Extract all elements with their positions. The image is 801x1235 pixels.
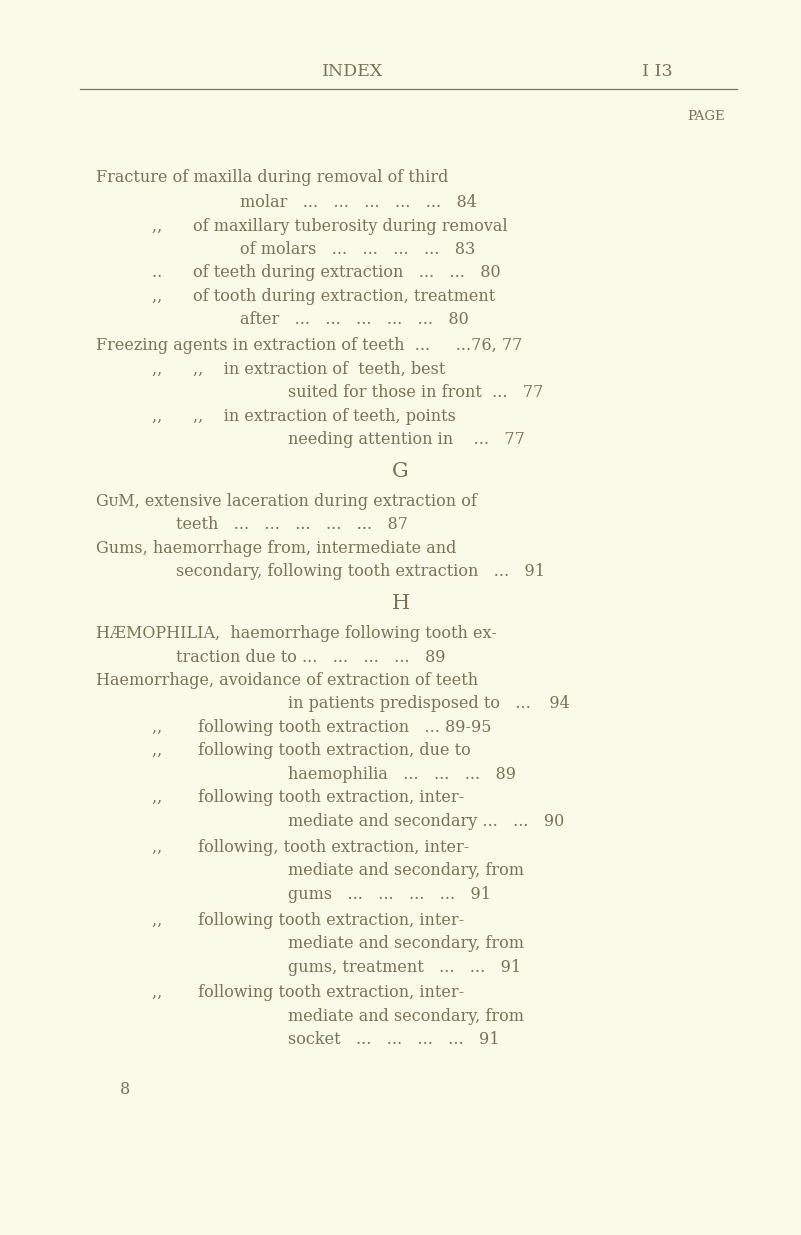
- Text: after   ...   ...   ...   ...   ...   80: after ... ... ... ... ... 80: [240, 311, 469, 329]
- Text: in patients predisposed to   ...    94: in patients predisposed to ... 94: [288, 695, 570, 713]
- Text: PAGE: PAGE: [687, 110, 725, 122]
- Text: HÆMOPHILIA,  haemorrhage following tooth ex-: HÆMOPHILIA, haemorrhage following tooth …: [96, 625, 497, 642]
- Text: ,,       following tooth extraction, inter-: ,, following tooth extraction, inter-: [152, 789, 465, 806]
- Text: traction due to ...   ...   ...   ...   89: traction due to ... ... ... ... 89: [176, 648, 445, 666]
- Text: gums   ...   ...   ...   ...   91: gums ... ... ... ... 91: [288, 885, 491, 903]
- Text: Haemorrhage, avoidance of extraction of teeth: Haemorrhage, avoidance of extraction of …: [96, 672, 478, 689]
- Text: Fracture of maxilla during removal of third: Fracture of maxilla during removal of th…: [96, 169, 449, 186]
- Text: 8: 8: [120, 1081, 131, 1098]
- Text: ,,       following, tooth extraction, inter-: ,, following, tooth extraction, inter-: [152, 839, 469, 856]
- Text: of molars   ...   ...   ...   ...   83: of molars ... ... ... ... 83: [240, 241, 476, 258]
- Text: Gums, haemorrhage from, intermediate and: Gums, haemorrhage from, intermediate and: [96, 540, 457, 557]
- Text: INDEX: INDEX: [322, 63, 383, 80]
- Text: mediate and secondary ...   ...   90: mediate and secondary ... ... 90: [288, 813, 565, 830]
- Text: G: G: [392, 462, 409, 482]
- Text: suited for those in front  ...   77: suited for those in front ... 77: [288, 384, 544, 401]
- Text: mediate and secondary, from: mediate and secondary, from: [288, 935, 525, 952]
- Text: needing attention in    ...   77: needing attention in ... 77: [288, 431, 525, 448]
- Text: haemophilia   ...   ...   ...   89: haemophilia ... ... ... 89: [288, 766, 517, 783]
- Text: H: H: [392, 594, 409, 614]
- Text: ,,      of maxillary tuberosity during removal: ,, of maxillary tuberosity during remova…: [152, 217, 508, 235]
- Text: mediate and secondary, from: mediate and secondary, from: [288, 862, 525, 879]
- Text: ,,       following tooth extraction   ... 89-95: ,, following tooth extraction ... 89-95: [152, 719, 492, 736]
- Text: Freezing agents in extraction of teeth  ...     ...76, 77: Freezing agents in extraction of teeth .…: [96, 337, 522, 354]
- Text: ..      of teeth during extraction   ...   ...   80: .. of teeth during extraction ... ... 80: [152, 264, 501, 282]
- Text: secondary, following tooth extraction   ...   91: secondary, following tooth extraction ..…: [176, 563, 545, 580]
- Text: ,,      ,,    in extraction of teeth, points: ,, ,, in extraction of teeth, points: [152, 408, 456, 425]
- Text: ,,      ,,    in extraction of  teeth, best: ,, ,, in extraction of teeth, best: [152, 361, 445, 378]
- Text: teeth   ...   ...   ...   ...   ...   87: teeth ... ... ... ... ... 87: [176, 516, 409, 534]
- Text: ,,       following tooth extraction, inter-: ,, following tooth extraction, inter-: [152, 911, 465, 929]
- Text: mediate and secondary, from: mediate and secondary, from: [288, 1008, 525, 1025]
- Text: molar   ...   ...   ...   ...   ...   84: molar ... ... ... ... ... 84: [240, 194, 477, 211]
- Text: ,,       following tooth extraction, inter-: ,, following tooth extraction, inter-: [152, 984, 465, 1002]
- Text: GᴜM, extensive laceration during extraction of: GᴜM, extensive laceration during extract…: [96, 493, 477, 510]
- Text: ,,       following tooth extraction, due to: ,, following tooth extraction, due to: [152, 742, 471, 760]
- Text: I I3: I I3: [642, 63, 672, 80]
- Text: socket   ...   ...   ...   ...   91: socket ... ... ... ... 91: [288, 1031, 500, 1049]
- Text: ,,      of tooth during extraction, treatment: ,, of tooth during extraction, treatment: [152, 288, 496, 305]
- Text: gums, treatment   ...   ...   91: gums, treatment ... ... 91: [288, 958, 521, 976]
